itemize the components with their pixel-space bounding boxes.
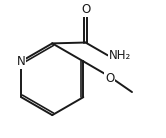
Text: O: O <box>105 72 114 85</box>
Text: NH₂: NH₂ <box>109 49 131 62</box>
Text: O: O <box>81 3 90 16</box>
Text: N: N <box>17 55 26 68</box>
